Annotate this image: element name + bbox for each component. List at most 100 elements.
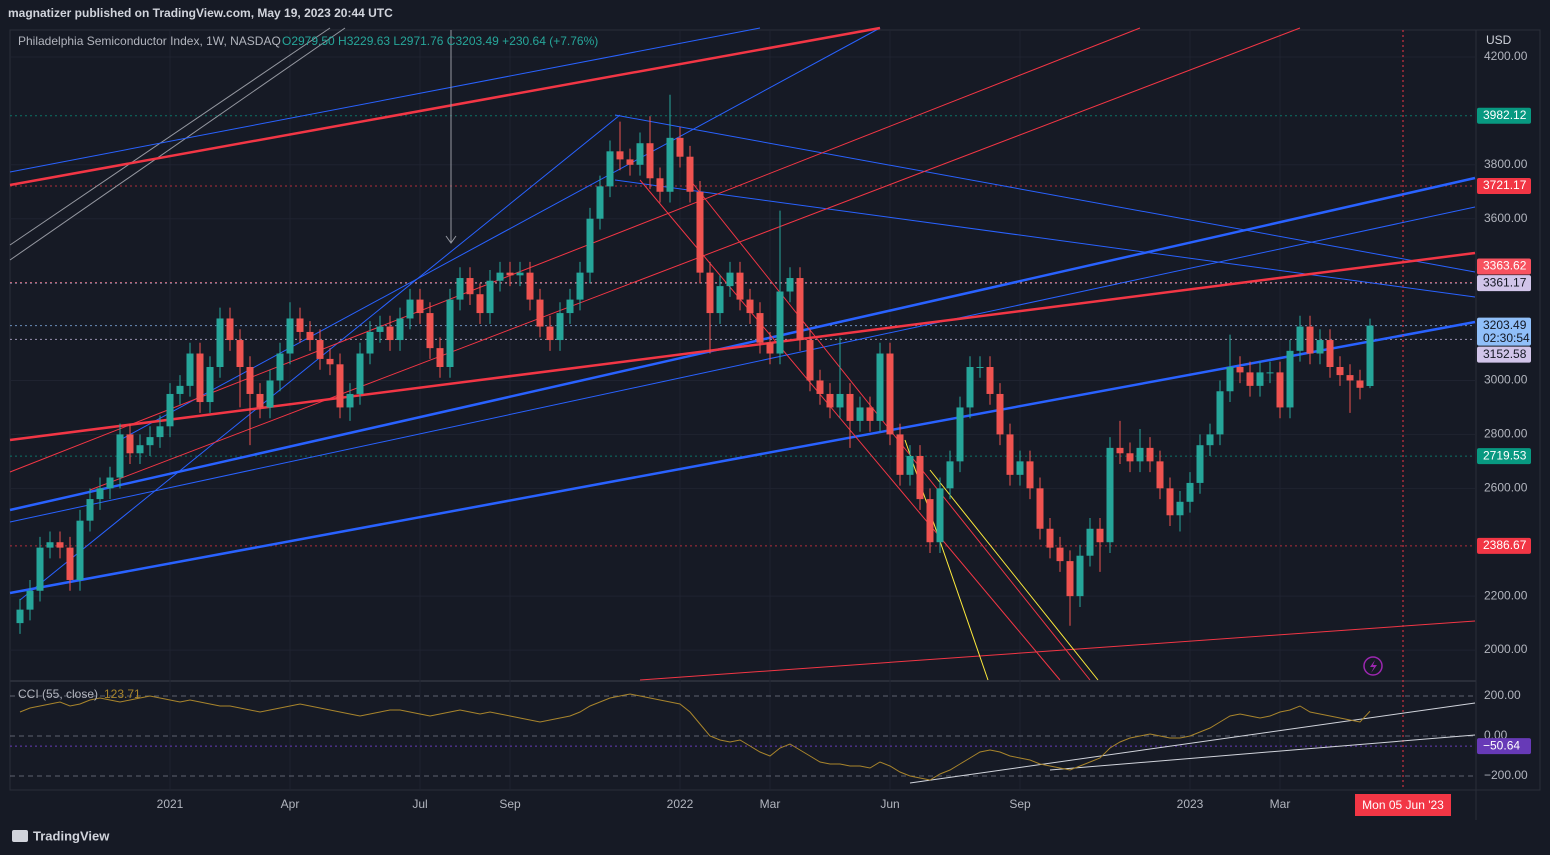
candle-body bbox=[576, 272, 584, 300]
candle-body bbox=[156, 426, 164, 438]
candle-body bbox=[1326, 340, 1334, 367]
alert-icon[interactable] bbox=[1363, 656, 1383, 676]
candle-body bbox=[306, 331, 314, 341]
candle-body bbox=[1176, 501, 1184, 516]
trendline bbox=[9, 251, 1476, 442]
candle-body bbox=[636, 143, 644, 165]
candle-body bbox=[936, 488, 944, 543]
trendline bbox=[89, 27, 1301, 491]
candle-body bbox=[996, 393, 1004, 435]
candle-body bbox=[886, 353, 894, 435]
candle-body bbox=[656, 178, 664, 192]
candle-body bbox=[1236, 366, 1244, 373]
candle-body bbox=[1136, 447, 1144, 462]
candle-body bbox=[116, 434, 124, 478]
trendline bbox=[9, 27, 761, 173]
candle-body bbox=[1196, 445, 1204, 483]
cci-trendline bbox=[1049, 734, 1476, 771]
y-tick-label: 3000.00 bbox=[1484, 373, 1528, 387]
price-badge-label: 2719.53 bbox=[1483, 448, 1527, 462]
candle-body bbox=[1226, 366, 1234, 392]
candle-body bbox=[1096, 528, 1104, 543]
candle-body bbox=[1316, 340, 1324, 354]
candle-body bbox=[76, 520, 84, 580]
candle-body bbox=[406, 299, 414, 319]
x-tick-label: Sep bbox=[1009, 797, 1031, 811]
trendline bbox=[9, 27, 346, 261]
candle-body bbox=[16, 609, 24, 624]
candle-body bbox=[546, 326, 554, 341]
y-tick-label: 2600.00 bbox=[1484, 480, 1528, 494]
trendline bbox=[929, 469, 1099, 681]
candle-body bbox=[46, 542, 54, 548]
candle-body bbox=[1286, 350, 1294, 408]
candle-body bbox=[566, 299, 574, 314]
candle-body bbox=[1276, 372, 1284, 408]
candle-body bbox=[1126, 453, 1134, 462]
candle-body bbox=[1006, 434, 1014, 475]
candle-body bbox=[536, 299, 544, 327]
candle-body bbox=[626, 159, 634, 165]
cci-legend-value: 123.71 bbox=[104, 687, 141, 701]
candle-body bbox=[906, 455, 914, 475]
price-countdown: 02:30:54 bbox=[1483, 331, 1530, 345]
candle-body bbox=[1186, 482, 1194, 502]
trendline bbox=[9, 26, 881, 187]
candle-body bbox=[226, 318, 234, 341]
x-tick-label: 2022 bbox=[667, 797, 694, 811]
y-tick-label: 2200.00 bbox=[1484, 588, 1528, 602]
candle-body bbox=[1116, 447, 1124, 454]
candle-body bbox=[486, 280, 494, 314]
y-tick-label: 3800.00 bbox=[1484, 157, 1528, 171]
candle-body bbox=[786, 278, 794, 292]
candle-body bbox=[746, 299, 754, 314]
candle-body bbox=[1336, 366, 1344, 376]
candle-body bbox=[476, 294, 484, 314]
price-badge-label: 3203.49 bbox=[1483, 318, 1527, 332]
candle-body bbox=[386, 326, 394, 341]
candle-body bbox=[326, 358, 334, 365]
candle-body bbox=[246, 366, 254, 394]
candle-body bbox=[676, 137, 684, 157]
x-tick-label: Mar bbox=[760, 797, 781, 811]
candle-body bbox=[376, 326, 384, 332]
candle-body bbox=[856, 407, 864, 421]
candle-body bbox=[166, 393, 174, 427]
candle-body bbox=[1046, 528, 1054, 548]
candle-body bbox=[176, 385, 184, 394]
candle-body bbox=[216, 318, 224, 367]
candle-body bbox=[1246, 372, 1254, 386]
candle-body bbox=[196, 353, 204, 403]
crosshair-label: Mon 05 Jun '23 bbox=[1362, 798, 1444, 812]
currency: USD bbox=[1486, 33, 1512, 47]
footer-logo[interactable]: TradingView bbox=[33, 828, 110, 843]
price-badge bbox=[1477, 107, 1531, 124]
price-badge bbox=[1477, 346, 1531, 363]
candle-body bbox=[66, 547, 74, 580]
y-tick-label: 2800.00 bbox=[1484, 427, 1528, 441]
price-badge-label: 3363.62 bbox=[1483, 259, 1527, 273]
trendline bbox=[9, 206, 1476, 523]
candle-body bbox=[1296, 326, 1304, 351]
candle-body bbox=[666, 137, 674, 192]
candle-body bbox=[426, 313, 434, 349]
candle-body bbox=[736, 272, 744, 300]
candle-body bbox=[506, 272, 514, 276]
candle-body bbox=[366, 331, 374, 354]
cci-tick-label: 200.00 bbox=[1484, 688, 1521, 702]
x-tick-label: Jul bbox=[412, 797, 427, 811]
candle-body bbox=[606, 151, 614, 187]
candle-body bbox=[716, 286, 724, 314]
trendline bbox=[9, 176, 1476, 512]
candle-body bbox=[896, 434, 904, 475]
trendline bbox=[9, 27, 331, 246]
candle-body bbox=[416, 299, 424, 314]
candle-body bbox=[596, 186, 604, 219]
alert-icon-bolt bbox=[1370, 660, 1377, 673]
candle-body bbox=[616, 151, 624, 160]
logo-icon bbox=[12, 830, 28, 842]
candle-body bbox=[826, 393, 834, 408]
candle-body bbox=[686, 156, 694, 192]
